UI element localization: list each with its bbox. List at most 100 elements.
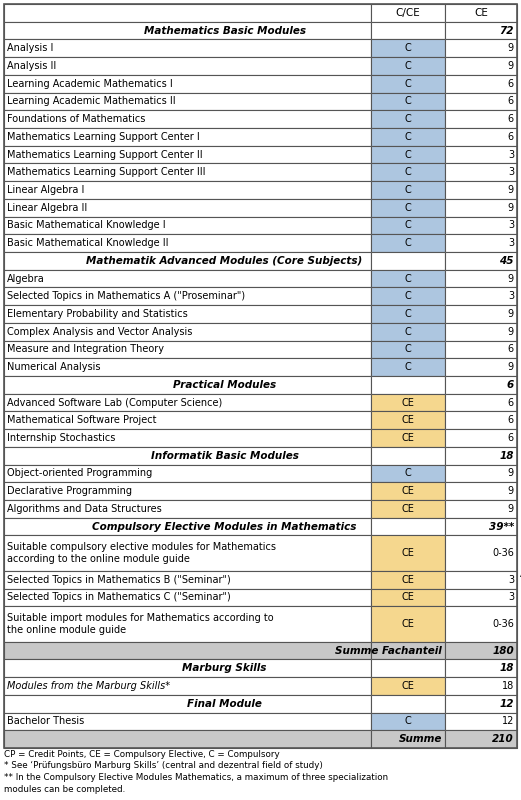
Bar [371,234,445,252]
Text: 6: 6 [508,433,514,443]
Text: C: C [405,167,412,178]
Text: CE: CE [402,486,414,496]
Text: C: C [405,362,412,372]
Bar [4,465,371,482]
Text: Linear Algebra II: Linear Algebra II [7,202,87,213]
Bar [445,93,517,110]
Bar [371,659,445,677]
Text: C: C [405,150,412,159]
Bar [371,146,445,163]
Text: modules can be completed.: modules can be completed. [4,785,125,794]
Bar [371,181,445,199]
Bar [4,270,371,287]
Bar [445,642,517,659]
Bar [371,713,445,730]
Bar [371,376,445,394]
Bar [371,181,445,199]
Bar [371,4,445,22]
Bar [371,465,445,482]
Bar [445,730,517,748]
Bar [445,39,517,57]
Bar [371,199,445,217]
Bar [371,217,445,234]
Bar [371,713,445,730]
Bar [371,287,445,305]
Bar [371,163,445,181]
Bar [445,287,517,305]
Bar [445,341,517,358]
Bar [371,75,445,93]
Bar [371,376,445,394]
Text: Foundations of Mathematics: Foundations of Mathematics [7,114,145,124]
Bar [4,305,371,323]
Bar [371,482,445,500]
Bar [4,358,371,376]
Bar [445,500,517,518]
Bar [371,677,445,695]
Bar [4,411,371,429]
Text: 45: 45 [500,256,514,266]
Bar [4,642,371,659]
Text: 9: 9 [508,469,514,478]
Bar [4,22,371,39]
Text: C: C [405,326,412,337]
Bar [4,394,371,411]
Bar [371,429,445,447]
Text: 9: 9 [508,362,514,372]
Bar [371,199,445,217]
Bar [4,535,371,571]
Text: Mathematik Advanced Modules (Core Subjects): Mathematik Advanced Modules (Core Subjec… [86,256,363,266]
Bar [445,217,517,234]
Bar [445,234,517,252]
Bar [4,323,371,341]
Bar [445,659,517,677]
Bar [4,429,371,447]
Bar [445,500,517,518]
Bar [445,482,517,500]
Text: Final Module: Final Module [187,698,262,709]
Bar [4,482,371,500]
Bar [371,270,445,287]
Bar [445,110,517,128]
Bar [371,606,445,642]
Bar [4,411,371,429]
Text: 18: 18 [500,663,514,674]
Bar [4,695,371,713]
Text: Mathematics Learning Support Center II: Mathematics Learning Support Center II [7,150,203,159]
Bar [371,589,445,606]
Bar [371,500,445,518]
Bar [4,234,371,252]
Bar [445,713,517,730]
Text: C: C [405,114,412,124]
Bar [371,429,445,447]
Text: Compulsory Elective Modules in Mathematics: Compulsory Elective Modules in Mathemati… [92,522,357,531]
Bar [445,4,517,22]
Bar [445,128,517,146]
Text: 9: 9 [508,185,514,195]
Bar [4,447,371,465]
Bar [4,589,371,606]
Bar [4,270,371,287]
Bar [445,571,517,589]
Bar [4,75,371,93]
Text: 3: 3 [508,167,514,178]
Bar [445,39,517,57]
Bar [371,394,445,411]
Text: Summe: Summe [399,734,442,744]
Text: C: C [405,78,412,89]
Text: Selected Topics in Mathematics A ("Proseminar"): Selected Topics in Mathematics A ("Prose… [7,291,245,302]
Bar [445,447,517,465]
Bar [4,606,371,642]
Bar [4,305,371,323]
Bar [371,695,445,713]
Bar [371,252,445,270]
Text: C: C [405,185,412,195]
Bar [445,163,517,181]
Bar [4,730,371,748]
Bar [4,571,371,589]
Text: 9: 9 [508,274,514,283]
Bar [371,642,445,659]
Bar [4,4,371,22]
Text: 18: 18 [502,681,514,691]
Text: Elementary Probability and Statistics: Elementary Probability and Statistics [7,309,188,319]
